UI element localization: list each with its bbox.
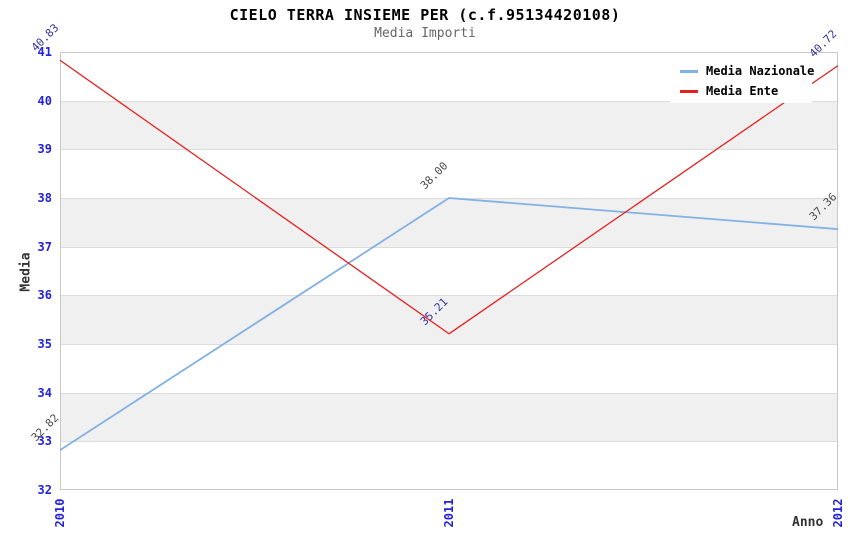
y-tick-label: 32 [37, 483, 52, 497]
legend-item: Media Nazionale [680, 61, 815, 81]
legend-line-swatch [680, 89, 698, 93]
gridline [61, 392, 837, 394]
x-axis-label: Anno [792, 515, 824, 530]
grid-band [61, 100, 837, 150]
gridline [61, 295, 837, 297]
gridline [61, 344, 837, 345]
gridline [61, 246, 837, 248]
y-tick-label: 37 [37, 239, 52, 254]
y-tick-label: 33 [37, 434, 52, 449]
x-tick-label: 2010 [53, 498, 67, 528]
gridline [61, 198, 837, 199]
y-tick-label: 40 [37, 93, 52, 108]
legend-item-label: Media Nazionale [706, 64, 815, 78]
x-tick-label: 2011 [442, 498, 456, 528]
y-tick-label: 36 [37, 288, 52, 303]
y-tick-label: 34 [37, 385, 52, 400]
y-tick-label: 41 [37, 45, 52, 59]
legend-line-swatch [680, 69, 698, 73]
legend-item-label: Media Ente [706, 84, 779, 98]
chart-subtitle: Media Importi [374, 26, 476, 41]
legend-item: Media Ente [680, 81, 812, 101]
legend: Media Nazionale Media Ente [670, 55, 815, 103]
gridline [61, 441, 837, 443]
grid-band [61, 392, 837, 442]
y-tick-label: 39 [37, 142, 52, 157]
y-tick-label: 38 [37, 191, 52, 205]
grid-band [61, 198, 837, 247]
y-axis-label: Media [18, 252, 34, 292]
chart-title: CIELO TERRA INSIEME PER (c.f.95134420108… [229, 6, 621, 24]
gridline [61, 149, 837, 151]
x-tick-label: 2012 [831, 498, 845, 528]
plot-area [60, 52, 838, 490]
y-tick-label: 35 [37, 337, 52, 351]
